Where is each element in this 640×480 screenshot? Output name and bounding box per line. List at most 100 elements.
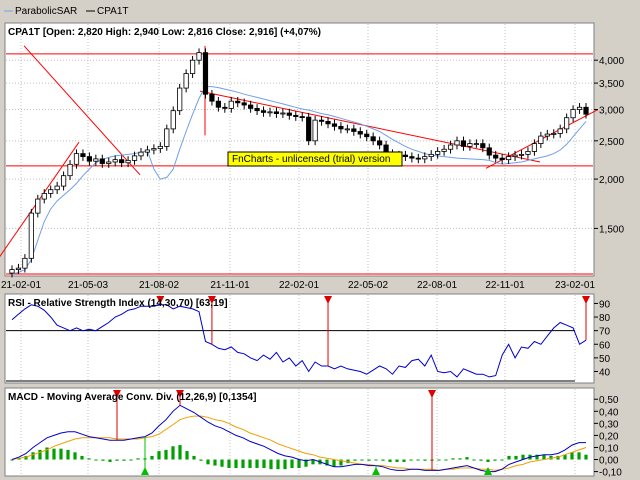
candle-body [428, 153, 434, 158]
candle-body [370, 136, 376, 142]
histogram-bar [563, 454, 567, 460]
sell-signal-marker [113, 390, 121, 398]
histogram-bar [17, 458, 21, 460]
y-tick-label: 3,000 [599, 106, 624, 117]
macd-panel-title: MACD - Moving Average Conv. Div. (12,26,… [8, 392, 256, 403]
x-tick-label: 22-11-01 [485, 280, 525, 291]
y-tick-label: 80 [599, 313, 611, 324]
watermark-text: FnCharts - unlicensed (trial) version [232, 154, 390, 165]
histogram-bar [241, 459, 245, 468]
candle-body [183, 73, 189, 89]
histogram-bar [185, 451, 189, 460]
candle-body [15, 267, 22, 270]
candle-body [344, 128, 350, 131]
histogram-bar [367, 459, 371, 461]
histogram-bar [479, 459, 483, 461]
candle-body [35, 198, 41, 214]
histogram-bar [290, 459, 294, 468]
histogram-bar [94, 459, 98, 461]
candle-body [80, 153, 86, 158]
candle-body [106, 161, 112, 164]
candle-body [531, 143, 538, 152]
y-tick-label: 0,40 [599, 407, 619, 418]
histogram-bar [101, 459, 105, 461]
buy-signal-marker [484, 467, 492, 475]
histogram-bar [388, 459, 392, 462]
x-tick-label: 21-11-01 [210, 280, 250, 291]
rsi-panel[interactable] [4, 293, 595, 384]
histogram-bar [129, 459, 133, 461]
sell-signal-marker [176, 390, 184, 398]
candle-body [131, 155, 138, 161]
histogram-bar [171, 446, 175, 460]
candle-body [189, 59, 196, 74]
y-tick-label: 90 [599, 299, 611, 310]
histogram-bar [150, 455, 154, 460]
candle-body [273, 111, 280, 114]
histogram-bar [458, 458, 462, 460]
candle-body [112, 159, 118, 163]
candle-body [157, 145, 163, 149]
histogram-bar [136, 458, 140, 460]
candle-body [9, 269, 15, 274]
candle-body [254, 108, 260, 112]
histogram-bar [500, 459, 504, 461]
candle-body [86, 156, 92, 162]
trend-line [199, 90, 541, 163]
candle-body [518, 153, 525, 156]
histogram-bar [87, 458, 91, 460]
candle-body [480, 143, 486, 149]
rsi-panel-title: RSI - Relative Strength Index (14,30,70)… [8, 298, 228, 309]
histogram-bar [220, 459, 224, 467]
histogram-bar [346, 459, 350, 464]
histogram-bar [521, 454, 525, 460]
candle-body [93, 158, 99, 162]
candle-body [512, 154, 518, 158]
candle-body [325, 120, 331, 125]
candle-body [164, 128, 170, 147]
histogram-bar [570, 452, 574, 460]
histogram-bar [206, 459, 210, 465]
series-legend-label: CPA1T [97, 6, 129, 17]
trend-line [0, 141, 80, 258]
candle-body [170, 110, 176, 130]
histogram-bar [31, 452, 35, 460]
histogram-bar [283, 459, 287, 470]
candle-body [583, 106, 589, 115]
y-tick-label: 0,30 [599, 419, 619, 430]
candle-body [119, 159, 125, 164]
price-y-axis: 4,000 3,500 3,000 2,500 2,000 1,500 [594, 56, 624, 235]
candle-body [447, 144, 454, 150]
candle-body [73, 153, 80, 165]
candle-body [454, 140, 460, 146]
price-panel[interactable] [4, 22, 595, 277]
sell-signal-marker [207, 296, 216, 304]
candle-body [538, 135, 544, 144]
histogram-bar [472, 459, 476, 461]
candle-body [99, 158, 105, 164]
histogram-bar [423, 459, 427, 461]
candle-body [48, 189, 54, 194]
histogram-bar [66, 449, 70, 460]
y-tick-label: 60 [599, 340, 611, 351]
x-tick-label: 23-02-01 [555, 280, 595, 291]
sell-signal-marker [428, 390, 436, 398]
sar-line [11, 86, 587, 275]
macd-histogram [10, 445, 588, 470]
candle-body [41, 192, 47, 200]
y-tick-label: 70 [599, 327, 611, 338]
x-tick-label: 22-05-02 [348, 280, 388, 291]
histogram-bar [409, 459, 413, 461]
histogram-bar [465, 457, 469, 460]
price-grid [6, 24, 593, 275]
candle-body [222, 106, 228, 109]
candle-body [248, 104, 254, 109]
candle-body [280, 112, 286, 115]
candle-body [312, 119, 318, 142]
histogram-bar [157, 451, 161, 460]
candle-body [286, 112, 292, 116]
rsi-signal-markers [156, 296, 590, 367]
histogram-bar [353, 459, 357, 461]
histogram-bar [556, 455, 560, 460]
